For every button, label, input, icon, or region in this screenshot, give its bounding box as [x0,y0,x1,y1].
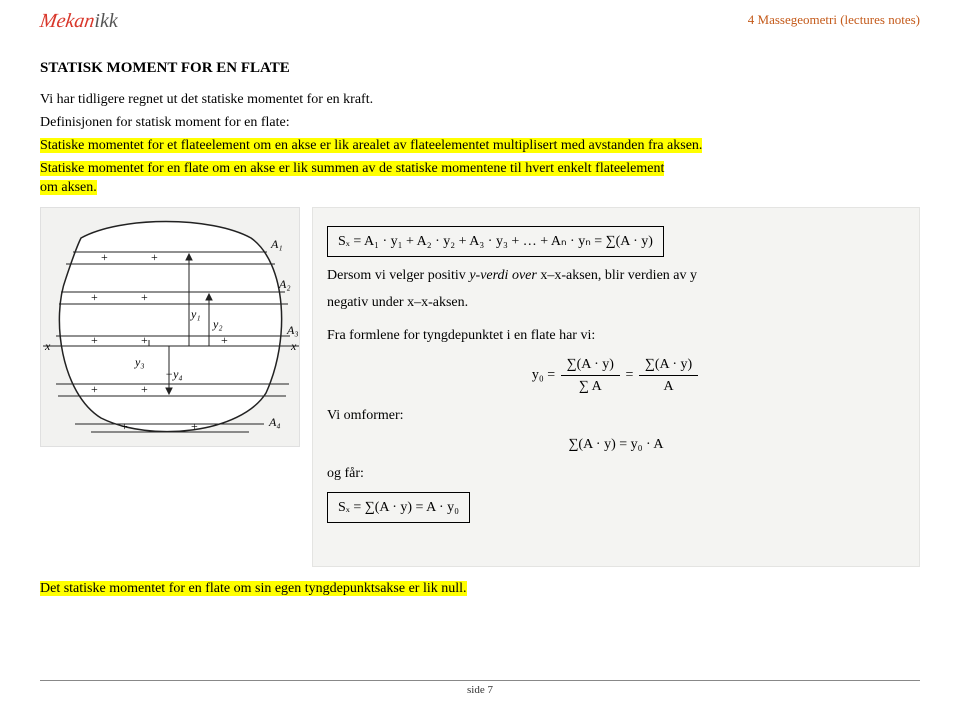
highlight-text: Statiske momentet for en flate om en aks… [40,161,664,176]
brand-logo: Mekanikk [40,10,118,33]
running-title: 4 Massegeometri (lectures notes) [748,12,920,28]
svg-text:+: + [91,333,98,347]
fraction-2: ∑(A · y) A [639,354,698,397]
svg-text:+: + [91,382,98,396]
highlight-text: Statiske momentet for et flateelement om… [40,138,702,153]
svg-text:+: + [101,250,108,264]
y-label: y₁ [190,307,201,321]
y-label: −y₄ [165,367,183,381]
explanation-line-1: Dersom vi velger positiv y-verdi over x–… [327,265,905,286]
strip-label: A₄ [268,415,281,429]
axis-label: x [290,339,297,353]
equation-sx-sum: Sₓ = A₁ · y₁ + A₂ · y₂ + A₃ · y₃ + … + A… [327,226,905,257]
page-content: STATISK MOMENT FOR EN FLATE Vi har tidli… [40,60,920,597]
svg-text:+: + [141,290,148,304]
transform-eq: ∑(A · y) = y₀ · A [327,434,905,455]
equation-panel: Sₓ = A₁ · y₁ + A₂ · y₂ + A₃ · y₃ + … + A… [312,207,920,567]
svg-text:+: + [221,333,228,347]
page-footer: side 7 [40,680,920,696]
highlight-text: om aksen. [40,180,97,195]
y-label: y₃ [134,355,145,369]
svg-text:+: + [141,382,148,396]
section-title: STATISK MOMENT FOR EN FLATE [40,60,920,77]
definition-highlight-2: Statiske momentet for en flate om en aks… [40,160,920,198]
svg-text:+: + [141,333,148,347]
axis-label: x [44,339,51,353]
boxed-equation: Sₓ = ∑(A · y) = A · y₀ [327,492,470,523]
definition-lead: Definisjonen for statisk moment for en f… [40,114,920,133]
boxed-equation: Sₓ = A₁ · y₁ + A₂ · y₂ + A₃ · y₃ + … + A… [327,226,664,257]
svg-text:+: + [91,290,98,304]
explanation-line-2: negativ under x–x-aksen. [327,292,905,313]
centroid-formula: y₀ = ∑(A · y) ∑ A = ∑(A · y) A [327,354,905,397]
svg-text:+: + [191,419,198,433]
strip-label: A₁ [270,237,283,251]
fraction-1: ∑(A · y) ∑ A [561,354,620,397]
intro-line: Vi har tidligere regnet ut det statiske … [40,91,920,110]
definition-highlight-1: Statiske momentet for et flateelement om… [40,137,920,156]
diagram-svg: + + + + + + + + + + + A₁ [41,208,301,448]
strip-label: A₃ [286,323,299,337]
strip-label: A₂ [278,277,291,291]
svg-text:+: + [121,419,128,433]
y0-label: y₀ = [532,368,555,383]
diagram-panel: + + + + + + + + + + + A₁ [40,207,300,447]
vi-omformer: Vi omformer: [327,405,905,426]
explanation-line-3: Fra formlene for tyngdepunktet i en flat… [327,325,905,346]
og-far: og får: [327,463,905,484]
y-label: y₂ [212,317,223,331]
brand-left: Mekan [38,10,96,33]
svg-text:+: + [151,250,158,264]
brand-right: ikk [94,10,117,32]
figure-row: + + + + + + + + + + + A₁ [40,207,920,567]
highlight-text: Det statiske momentet for en flate om si… [40,581,467,596]
final-equation: Sₓ = ∑(A · y) = A · y₀ [327,492,905,523]
bottom-highlight: Det statiske momentet for en flate om si… [40,581,920,597]
